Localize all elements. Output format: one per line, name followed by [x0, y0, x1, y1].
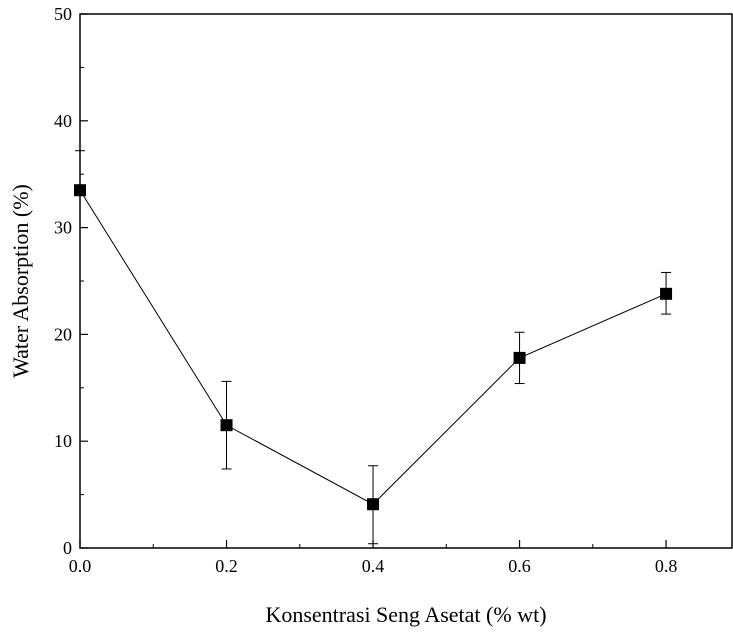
series-line	[79, 189, 667, 505]
y-tick-label: 40	[54, 111, 72, 131]
data-point	[74, 184, 86, 197]
y-tick-label: 20	[54, 324, 72, 344]
y-axis-title: Water Absorption (%)	[8, 184, 33, 378]
x-axis-title: Konsentrasi Seng Asetat (% wt)	[265, 602, 546, 627]
data-point	[367, 498, 380, 511]
data-point	[660, 287, 673, 300]
data-series	[74, 150, 673, 545]
x-tick-label: 0.6	[508, 556, 531, 576]
x-tick-label: 0.2	[215, 556, 238, 576]
data-point	[513, 351, 526, 364]
y-tick-labels: 0 10 20 30 40 50	[54, 4, 72, 558]
y-tick-label: 0	[63, 538, 72, 558]
data-point	[220, 419, 233, 432]
y-tick-label: 30	[54, 218, 72, 238]
x-tick-label: 0.8	[655, 556, 678, 576]
x-tick-labels: 0.0 0.2 0.4 0.6 0.8	[69, 556, 678, 576]
axis-ticks	[79, 13, 667, 549]
x-tick-label: 0.4	[362, 556, 385, 576]
y-tick-label: 50	[54, 4, 72, 24]
x-tick-label: 0.0	[69, 556, 92, 576]
plot-frame	[79, 13, 733, 549]
y-tick-label: 10	[54, 431, 72, 451]
